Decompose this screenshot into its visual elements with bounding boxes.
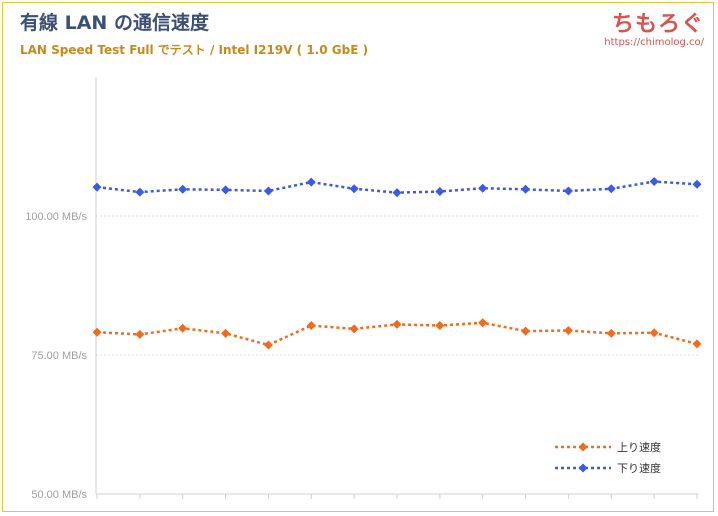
data-point (521, 184, 531, 194)
data-point (435, 321, 445, 331)
data-point (306, 177, 316, 187)
data-point (692, 179, 702, 189)
data-point (563, 326, 573, 336)
data-point (221, 328, 231, 338)
site-logo: ちもろぐ (611, 12, 704, 37)
data-point (92, 182, 102, 192)
data-point (563, 186, 573, 196)
data-point (263, 186, 273, 196)
data-point (135, 329, 145, 339)
y-tick-label: 50.00 MB/s (31, 489, 87, 501)
chart-subtitle: LAN Speed Test Full でテスト / Intel I219V (… (20, 43, 369, 57)
legend-label: 上り速度 (617, 440, 661, 454)
y-tick-label: 100.00 MB/s (25, 211, 87, 223)
data-point (478, 318, 488, 328)
data-point (521, 326, 531, 336)
data-point (649, 328, 659, 338)
data-point (649, 177, 659, 187)
data-point (135, 187, 145, 197)
legend-label: 下り速度 (617, 461, 661, 475)
data-point (178, 184, 188, 194)
data-point (478, 183, 488, 193)
chart-title: 有線 LAN の通信速度 (20, 12, 209, 34)
data-point (349, 184, 359, 194)
data-point (92, 327, 102, 337)
data-point (606, 184, 616, 194)
legend-swatch-marker (578, 463, 588, 473)
data-point (263, 340, 273, 350)
data-point (221, 185, 231, 195)
site-url: https://chimolog.co/ (604, 37, 704, 48)
data-point (435, 187, 445, 197)
data-point (692, 339, 702, 349)
data-point (606, 328, 616, 338)
legend-swatch-marker (578, 442, 588, 452)
data-point (306, 321, 316, 331)
data-point (392, 319, 402, 329)
y-tick-label: 75.00 MB/s (31, 350, 87, 362)
data-point (178, 323, 188, 333)
data-point (392, 188, 402, 198)
data-point (349, 324, 359, 334)
